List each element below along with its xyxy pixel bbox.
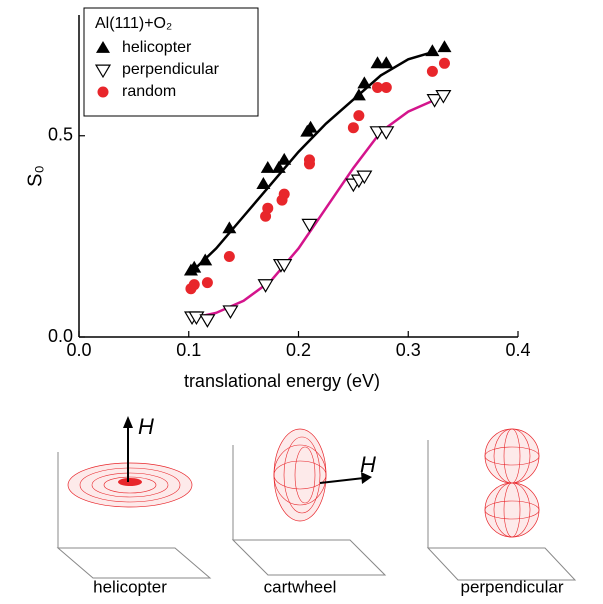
legend-marker bbox=[97, 86, 109, 98]
marker bbox=[347, 122, 359, 134]
field-label: H bbox=[138, 414, 154, 439]
marker bbox=[260, 160, 275, 173]
marker bbox=[372, 81, 384, 93]
marker bbox=[198, 253, 213, 266]
field-label: H bbox=[360, 452, 376, 477]
marker bbox=[303, 154, 315, 166]
marker bbox=[303, 120, 318, 133]
legend-label: random bbox=[122, 83, 176, 100]
marker bbox=[222, 305, 239, 320]
marker bbox=[437, 40, 452, 53]
marker bbox=[199, 314, 216, 328]
y-tick-label: 0.0 bbox=[48, 326, 73, 346]
marker bbox=[435, 89, 452, 104]
x-tick-label: 0.0 bbox=[66, 340, 91, 360]
marker bbox=[187, 260, 202, 273]
cartwheel-illustration: H cartwheel bbox=[231, 428, 387, 596]
marker bbox=[438, 57, 450, 69]
legend-label: helicopter bbox=[122, 39, 192, 56]
marker bbox=[380, 81, 392, 93]
marker bbox=[426, 94, 443, 108]
legend-box bbox=[83, 7, 259, 117]
marker bbox=[356, 170, 373, 185]
x-tick-label: 0.2 bbox=[286, 340, 311, 360]
marker bbox=[223, 251, 235, 262]
marker bbox=[378, 126, 395, 140]
marker bbox=[276, 259, 293, 273]
marker bbox=[188, 279, 200, 291]
marker bbox=[271, 160, 286, 173]
illustration-label: helicopter bbox=[93, 577, 167, 596]
y-tick-label: 0.5 bbox=[48, 125, 73, 145]
marker bbox=[222, 221, 237, 234]
illustration-label: cartwheel bbox=[264, 577, 337, 596]
marker bbox=[426, 65, 438, 77]
marker bbox=[257, 279, 274, 293]
legend-marker bbox=[94, 64, 112, 79]
marker bbox=[278, 188, 290, 200]
marker bbox=[262, 202, 274, 214]
x-tick-label: 0.1 bbox=[176, 340, 201, 360]
x-axis-label: translational energy (eV) bbox=[184, 371, 380, 391]
x-tick-label: 0.4 bbox=[505, 340, 530, 360]
marker bbox=[277, 152, 292, 165]
marker bbox=[357, 76, 372, 89]
marker bbox=[379, 56, 394, 69]
helicopter-illustration: H helicopter bbox=[56, 414, 212, 596]
marker bbox=[256, 177, 271, 189]
marker bbox=[425, 44, 440, 57]
legend-label: perpendicular bbox=[122, 61, 220, 78]
marker bbox=[351, 88, 366, 101]
legend-marker bbox=[96, 41, 110, 53]
marker bbox=[301, 218, 318, 233]
x-tick-label: 0.3 bbox=[396, 340, 421, 360]
marker bbox=[353, 110, 365, 122]
legend-title: Al(111)+O₂ bbox=[95, 15, 172, 32]
marker bbox=[370, 56, 385, 69]
perpendicular-illustration: perpendicular bbox=[426, 428, 577, 596]
y-axis-label: S₀ bbox=[24, 165, 46, 187]
illustration-label: perpendicular bbox=[460, 577, 563, 596]
marker bbox=[201, 277, 213, 289]
